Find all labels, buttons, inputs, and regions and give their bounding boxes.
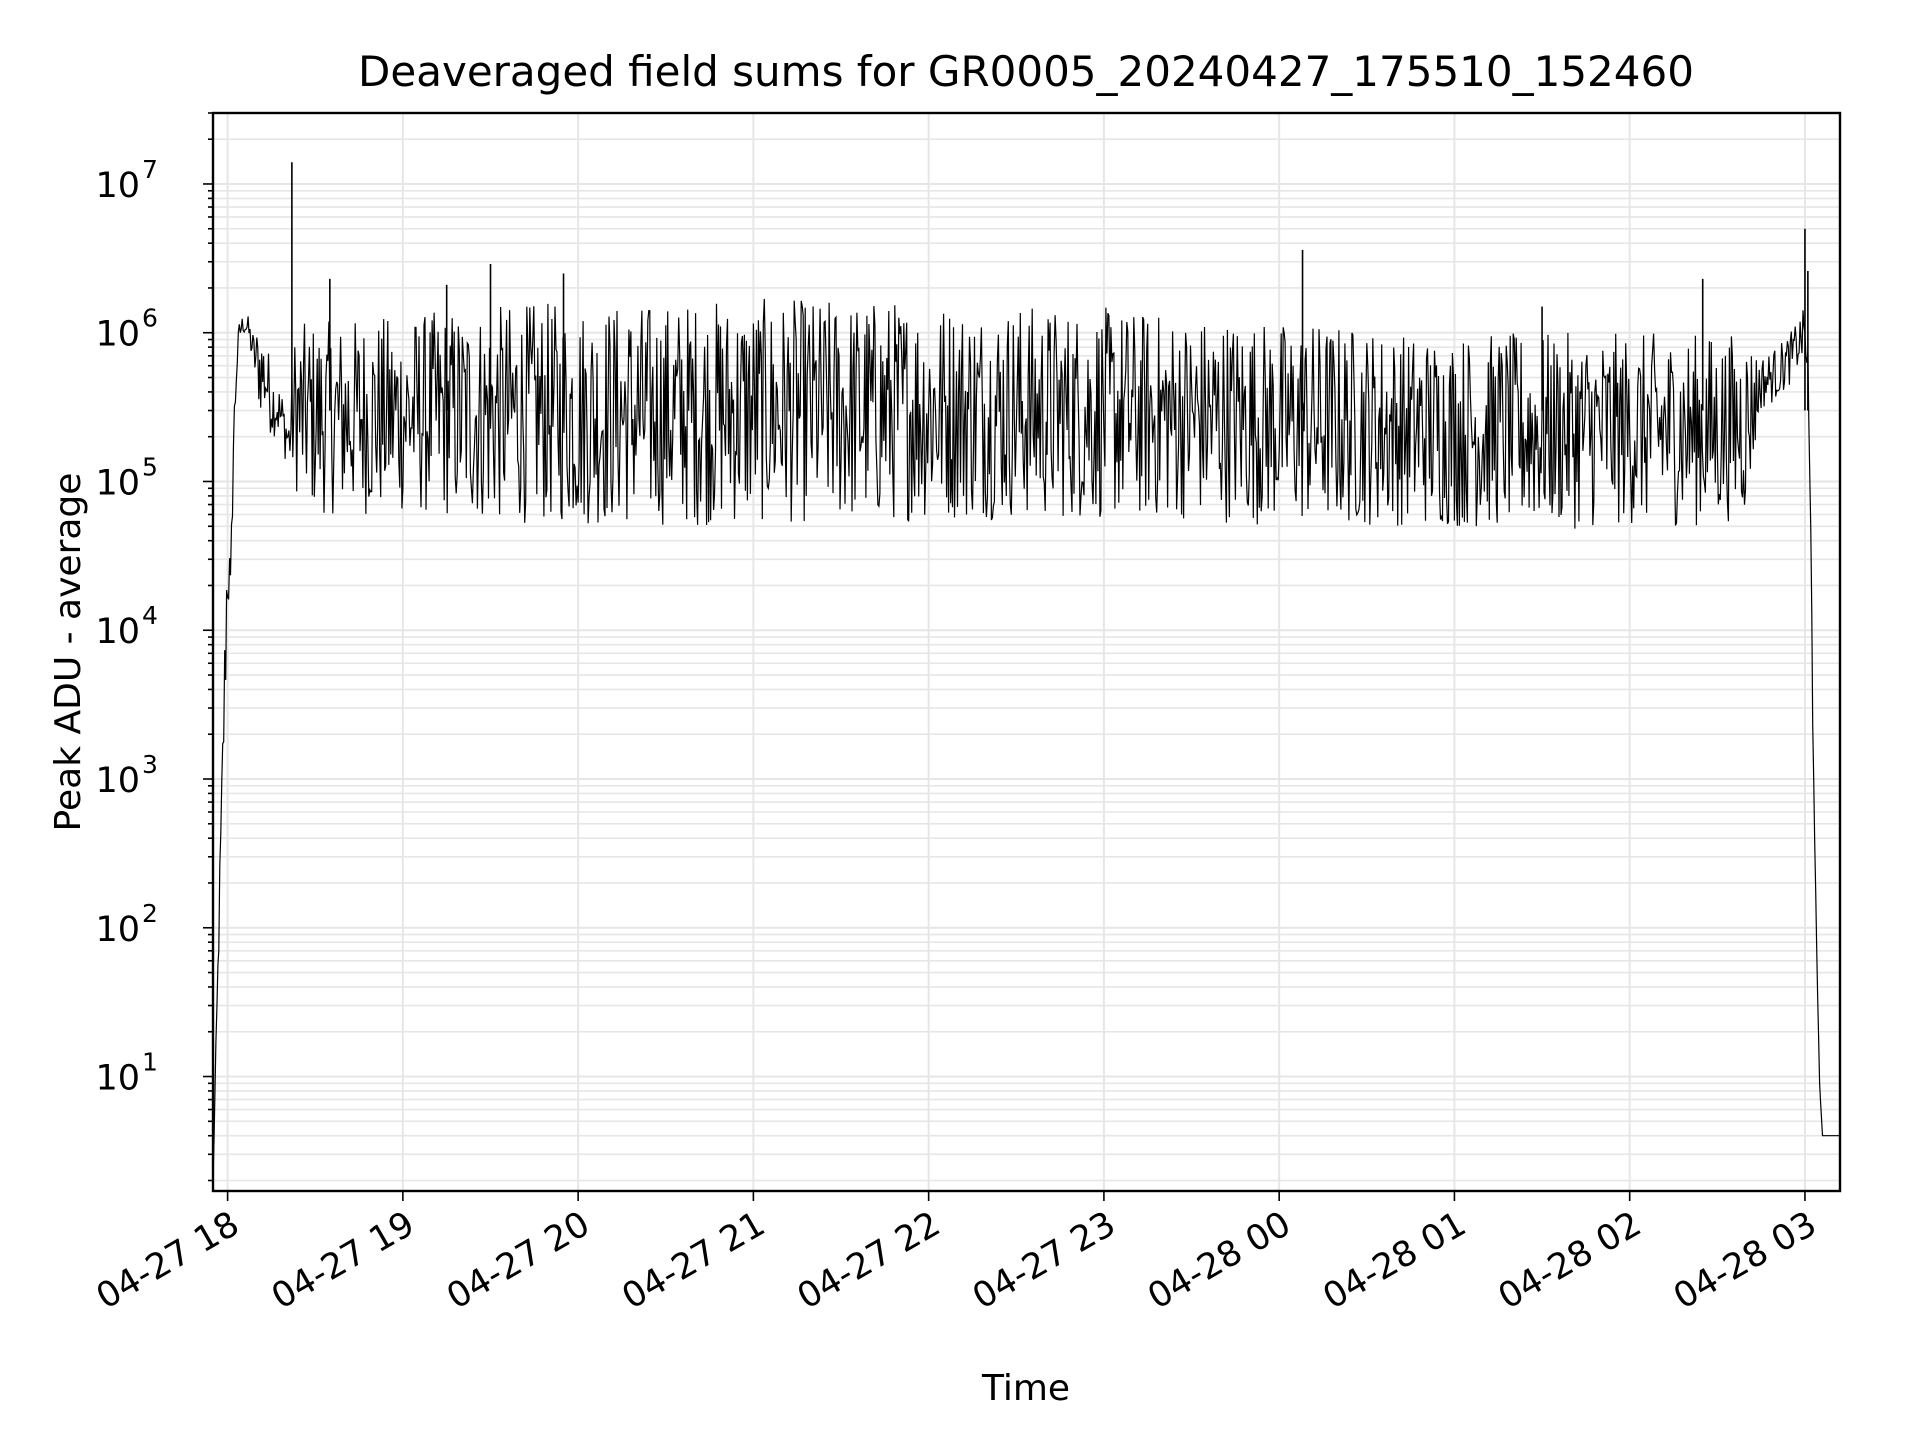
y-tick-exponent: 3 — [142, 750, 158, 779]
y-tick-label: 10 — [95, 463, 140, 503]
chart-title: Deaveraged field sums for GR0005_2024042… — [358, 47, 1694, 96]
plot-frame — [211, 111, 1842, 1193]
y-tick-exponent: 2 — [142, 899, 158, 928]
y-tick-label: 10 — [95, 1059, 140, 1099]
grid — [213, 112, 1840, 1191]
y-tick-label: 10 — [95, 612, 140, 652]
y-axis-label: Peak ADU - average — [48, 473, 89, 832]
y-tick-exponent: 4 — [142, 601, 158, 630]
y-tick-label: 10 — [95, 315, 140, 355]
y-tick-exponent: 5 — [142, 452, 158, 481]
data-layer — [212, 162, 1840, 1181]
y-tick-exponent: 6 — [142, 304, 158, 333]
series-line — [212, 298, 1840, 1181]
y-tick-exponent: 1 — [142, 1048, 158, 1077]
y-tick-exponent: 7 — [142, 155, 158, 184]
x-axis-label: Time — [981, 1368, 1070, 1409]
y-tick-label: 10 — [95, 910, 140, 950]
y-tick-label: 10 — [95, 761, 140, 801]
y-tick-label: 10 — [95, 166, 140, 206]
